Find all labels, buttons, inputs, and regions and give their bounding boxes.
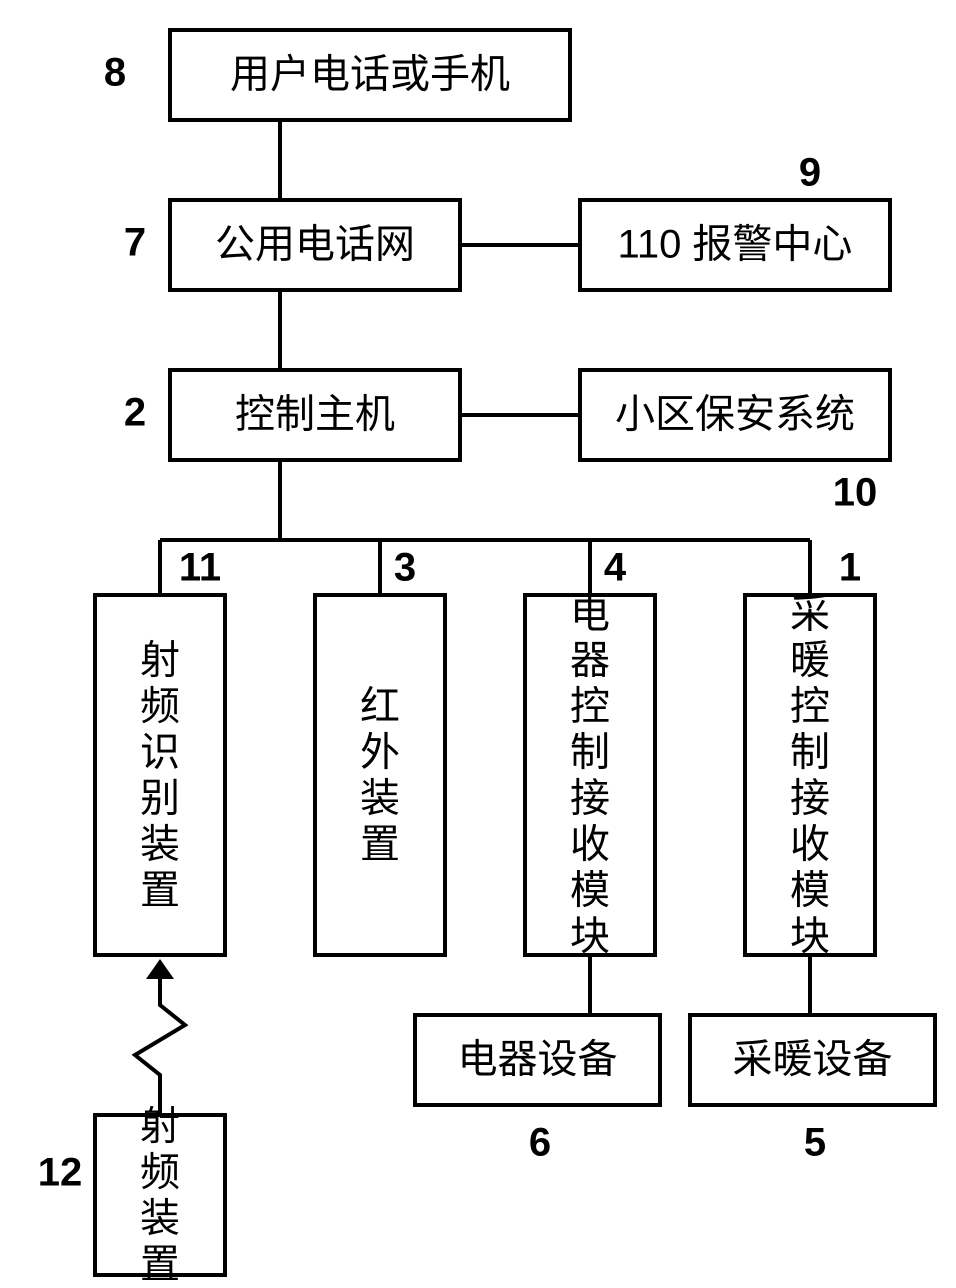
num-6: 6 [529,1121,551,1165]
alarm_center: 110 报警中心 [580,200,890,290]
alarm_center-label: 110 报警中心 [618,223,853,267]
controller: 控制主机 [170,370,460,460]
num-3: 3 [394,546,416,590]
appl_dev: 电器设备 [415,1015,660,1105]
security: 小区保安系统 [580,370,890,460]
ir: 红外装置 [315,595,445,955]
rfid: 射频识别装置 [95,595,225,955]
heat_dev: 采暖设备 [690,1015,935,1105]
user_phone-label: 用户电话或手机 [230,53,510,97]
num-12: 12 [38,1151,83,1195]
heat_rx: 采暖控制接收模块 [745,592,875,958]
num-11: 11 [179,546,221,590]
heat_dev-label: 采暖设备 [733,1038,893,1082]
appl_rx: 电器控制接收模块 [525,592,655,958]
rf_tag: 射频装置 [95,1104,225,1286]
num-4: 4 [604,546,627,590]
num-1: 1 [839,546,861,590]
num-5: 5 [804,1121,826,1165]
appl_dev-label: 电器设备 [458,1038,618,1082]
controller-label: 控制主机 [235,393,395,437]
user_phone: 用户电话或手机 [170,30,570,120]
num-2: 2 [124,391,146,435]
pstn-label: 公用电话网 [215,223,415,267]
num-8: 8 [104,51,126,95]
num-7: 7 [124,221,146,265]
security-label: 小区保安系统 [615,393,855,437]
pstn: 公用电话网 [170,200,460,290]
num-10: 10 [833,471,878,515]
num-9: 9 [799,151,821,195]
